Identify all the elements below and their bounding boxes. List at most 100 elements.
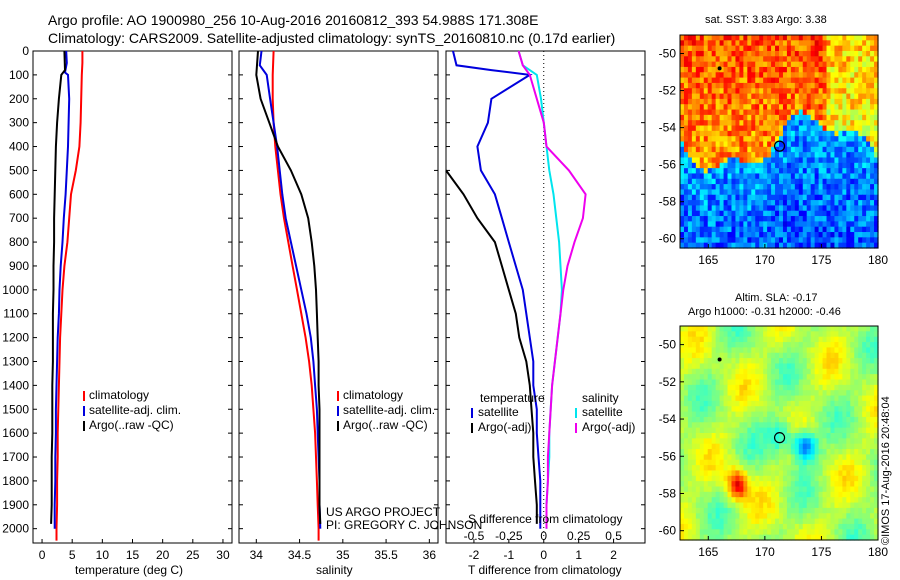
map-cell — [834, 40, 839, 47]
map-cell — [786, 486, 792, 493]
map-cell — [735, 529, 740, 536]
map-cell — [846, 438, 851, 445]
map-cell — [747, 141, 752, 148]
map-cell — [834, 486, 839, 493]
map-cell — [727, 114, 733, 121]
map-cell — [775, 50, 780, 57]
map-cell — [703, 56, 709, 63]
map-cell — [680, 513, 685, 520]
map-cell — [747, 125, 752, 132]
map-cell — [767, 194, 772, 201]
map-cell — [719, 336, 725, 343]
map-cell — [826, 216, 832, 222]
map-cell — [743, 120, 748, 127]
map-cell — [691, 422, 697, 429]
map-cell — [786, 449, 792, 455]
map-cell — [798, 242, 804, 249]
map-cell — [755, 232, 760, 238]
map-cell — [707, 368, 713, 375]
map-cell — [782, 157, 788, 164]
map-cell — [862, 232, 867, 238]
map-cell — [798, 518, 804, 525]
map-cell — [834, 438, 839, 445]
map-cell — [719, 529, 725, 536]
map-cell — [755, 221, 760, 228]
map-cell — [838, 395, 843, 402]
map-cell — [680, 136, 685, 143]
map-cell — [727, 237, 733, 244]
map-cell — [763, 475, 768, 482]
map-cell — [858, 438, 863, 445]
map-cell — [683, 518, 689, 525]
map-cell — [771, 173, 776, 180]
map-cell — [719, 523, 725, 530]
map-cell — [834, 125, 839, 132]
map-cell — [723, 518, 729, 525]
map-cell — [739, 109, 744, 116]
map-cell — [699, 125, 705, 132]
map-cell — [763, 210, 768, 217]
map-cell — [850, 136, 855, 143]
map-cell — [866, 379, 871, 386]
map-cell — [826, 157, 832, 164]
map-cell — [782, 534, 788, 541]
map-cell — [763, 189, 768, 196]
map-cell — [775, 221, 780, 228]
map-cell — [755, 141, 760, 148]
map-cell — [814, 358, 820, 365]
map-cell — [715, 395, 721, 402]
map-cell — [739, 200, 744, 206]
map-cell — [850, 449, 855, 455]
map-cell — [854, 136, 859, 143]
map-cell — [687, 518, 693, 525]
map-cell — [818, 109, 824, 116]
map-cell — [680, 406, 685, 413]
map-cell — [759, 232, 764, 238]
map-cell — [711, 189, 717, 196]
map-cell — [763, 88, 768, 95]
map-cell — [782, 416, 788, 423]
map-cell — [723, 88, 729, 95]
map-cell — [763, 534, 768, 541]
map-cell — [707, 534, 713, 541]
map-cell — [731, 173, 737, 180]
map-cell — [699, 384, 705, 391]
map-cell — [723, 507, 729, 514]
map-cell — [802, 470, 808, 477]
map-cell — [842, 125, 847, 132]
map-cell — [731, 35, 737, 41]
map-cell — [695, 352, 701, 359]
map-cell — [743, 77, 748, 84]
map-cell — [830, 146, 836, 153]
map-cell — [680, 502, 685, 509]
map-cell — [802, 507, 808, 514]
map-cell — [751, 88, 756, 95]
map-cell — [866, 416, 871, 423]
map-cell — [767, 347, 772, 354]
map-cell — [862, 342, 867, 348]
map-cell — [814, 168, 820, 175]
map-cell — [822, 184, 828, 191]
map-cell — [798, 221, 804, 228]
map-cell — [739, 395, 744, 402]
map-cell — [874, 35, 879, 41]
map-cell — [767, 141, 772, 148]
map-cell — [755, 352, 760, 359]
map-cell — [775, 242, 780, 249]
map-cell — [862, 438, 867, 445]
map-cell — [727, 146, 733, 153]
map-cell — [691, 427, 697, 434]
map-cell — [759, 178, 764, 185]
map-cell — [790, 226, 796, 233]
map-cell — [862, 390, 867, 397]
map-cell — [699, 136, 705, 143]
map-cell — [854, 342, 859, 348]
map-cell — [767, 200, 772, 206]
map-cell — [775, 443, 780, 450]
map-cell — [695, 336, 701, 343]
map-cell — [775, 342, 780, 348]
map-cell — [818, 66, 824, 73]
map-cell — [719, 210, 725, 217]
map-cell — [731, 475, 737, 482]
map-cell — [687, 336, 693, 343]
